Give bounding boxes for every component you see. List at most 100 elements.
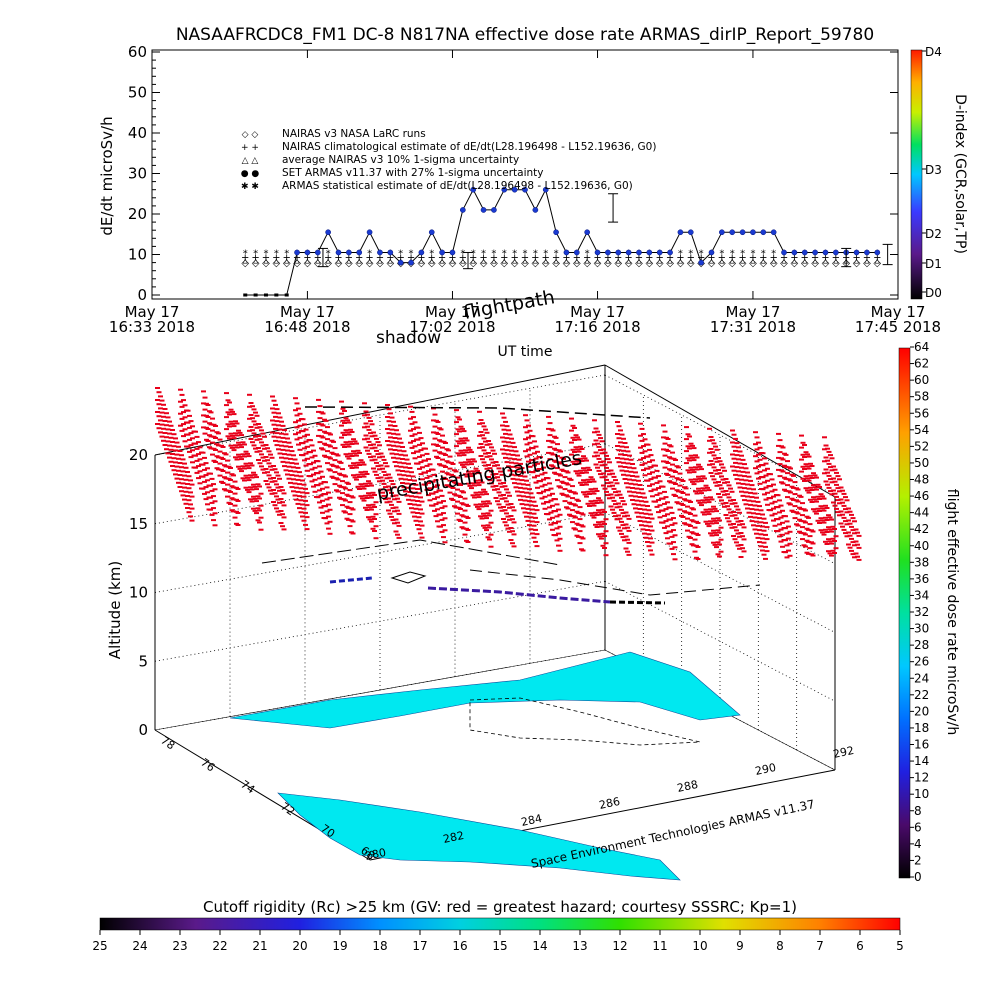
reference-marker: ▵ <box>481 255 486 266</box>
dose-tick-label: 52 <box>914 439 929 453</box>
altitude-tick-label: 10 <box>129 584 148 602</box>
reference-marker: ◇ <box>366 258 374 269</box>
reference-marker: ◇ <box>252 258 260 269</box>
reference-marker: ▵ <box>502 255 507 266</box>
reference-marker: + <box>365 253 373 264</box>
longitude-tick-label: 286 <box>598 795 621 812</box>
reference-marker: ▵ <box>813 255 818 266</box>
reference-marker: ◇ <box>759 258 767 269</box>
armas-data-point <box>428 229 435 236</box>
armas-data-point <box>584 229 591 236</box>
reference-marker: ▵ <box>730 255 735 266</box>
reference-marker: ▵ <box>574 255 579 266</box>
armas-data-point <box>822 249 829 256</box>
reference-marker: ▵ <box>740 255 745 266</box>
reference-marker: + <box>614 253 622 264</box>
reference-marker: ◇ <box>770 258 778 269</box>
armas-data-point <box>377 249 383 256</box>
reference-marker: + <box>863 253 871 264</box>
dose-colorbar-label: flight effective dose rate microSv/h <box>944 489 960 735</box>
reference-marker: ◇ <box>594 258 602 269</box>
dose-tick-label: 12 <box>914 771 929 785</box>
armas-data-point <box>397 259 404 266</box>
reference-marker: * <box>326 248 331 259</box>
reference-marker: ◇ <box>677 258 685 269</box>
reference-marker: ◇ <box>666 258 674 269</box>
armas-data-point <box>791 249 798 256</box>
armas-data-point <box>615 249 622 256</box>
reference-marker: ◇ <box>345 258 353 269</box>
altitude-gridline <box>154 512 606 593</box>
reference-marker: ◇ <box>355 258 363 269</box>
dose-tick-label: 60 <box>914 373 929 387</box>
cutoff-tick-label: 20 <box>292 939 307 953</box>
reference-marker: + <box>355 253 363 264</box>
reference-marker: * <box>367 248 372 259</box>
reference-marker: ▵ <box>243 255 248 266</box>
reference-marker: ◇ <box>739 258 747 269</box>
cutoff-tick-label: 21 <box>252 939 267 953</box>
reference-marker: * <box>491 248 496 259</box>
altitude-gridline <box>604 512 836 633</box>
armas-data-point <box>750 229 756 236</box>
dose-tick-label: 18 <box>914 721 929 735</box>
armas-zero-point <box>253 293 258 297</box>
dindex-tick-label: D0 <box>925 286 942 300</box>
reference-marker: + <box>666 253 674 264</box>
armas-data-point <box>719 229 725 236</box>
reference-marker: ▵ <box>771 255 776 266</box>
armas-data-point <box>408 259 414 266</box>
armas-data-point <box>335 249 342 256</box>
reference-marker: ◇ <box>687 258 695 269</box>
reference-marker: ▵ <box>782 255 787 266</box>
precipitating-particle-markers <box>155 387 862 561</box>
dose-tick-label: 4 <box>914 837 922 851</box>
longitude-tick-label: 284 <box>520 812 543 829</box>
reference-marker: ◇ <box>490 258 498 269</box>
reference-marker: + <box>821 253 829 264</box>
dose-tick-label: 64 <box>914 340 929 354</box>
reference-marker: ◇ <box>811 258 819 269</box>
y-tick-label: 50 <box>128 84 147 102</box>
cutoff-tick-label: 6 <box>856 939 864 953</box>
credit-text: Space Environment Technologies ARMAS v11… <box>530 797 816 871</box>
reference-marker: + <box>531 253 539 264</box>
reference-marker: + <box>759 253 767 264</box>
reference-marker: * <box>274 248 279 259</box>
reference-marker: + <box>293 253 301 264</box>
reference-marker: * <box>730 248 735 259</box>
reference-marker: ▵ <box>377 255 382 266</box>
legend-entry: NAIRAS climatological estimate of dE/dt(… <box>282 141 656 153</box>
reference-marker: * <box>740 248 745 259</box>
armas-data-point <box>522 186 528 193</box>
reference-marker: ◇ <box>449 258 457 269</box>
ground-landmass <box>277 792 681 881</box>
reference-marker: ▵ <box>854 255 859 266</box>
x-tick-label-time: 16:33 2018 <box>109 318 195 336</box>
reference-marker: + <box>386 253 394 264</box>
armas-data-point <box>563 249 570 256</box>
reference-marker: ▵ <box>678 255 683 266</box>
reference-marker: ◇ <box>801 258 809 269</box>
armas-data-point <box>459 207 466 213</box>
latitude-tick-label: 78 <box>158 734 177 753</box>
dindex-tick-label: D2 <box>925 227 942 241</box>
reference-marker: ▵ <box>595 255 600 266</box>
reference-marker: + <box>417 253 425 264</box>
x-tick-label-date: May 17 <box>570 303 625 321</box>
reference-marker: ▵ <box>533 255 538 266</box>
x-tick-label-time: 17:02 2018 <box>409 318 495 336</box>
box-edge <box>154 364 606 456</box>
reference-marker: ◇ <box>241 258 249 269</box>
ground-track-shadow <box>469 697 701 746</box>
cutoff-tick-label: 18 <box>372 939 387 953</box>
armas-zero-point <box>274 293 279 297</box>
dose-colorbar <box>898 347 911 879</box>
cutoff-title: Cutoff rigidity (Rc) >25 km (GV: red = g… <box>203 898 797 916</box>
reference-marker: + <box>251 253 259 264</box>
figure-title: NASAAFRCDC8_FM1 DC-8 N817NA effective do… <box>176 25 874 45</box>
reference-marker: ◇ <box>418 258 426 269</box>
reference-marker: ▵ <box>315 255 320 266</box>
dose-tick-label: 32 <box>914 605 929 619</box>
